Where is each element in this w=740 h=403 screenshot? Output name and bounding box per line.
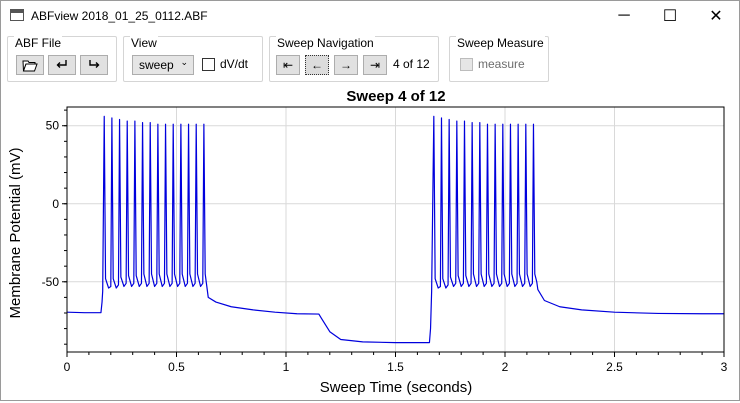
series-line xyxy=(66,115,724,344)
last-sweep-button[interactable]: ⇥ xyxy=(363,55,387,75)
x-tick-label: 1 xyxy=(283,360,290,374)
y-tick-label: 50 xyxy=(46,119,60,133)
sweep-navigation-group-label: Sweep Navigation xyxy=(276,36,375,50)
view-group: View sweep ⌄ dV/dt xyxy=(123,36,263,82)
tick-layer: 0 0.5 1 1.5 2 2.5 3 50 0 -50 xyxy=(42,109,728,374)
sweep-measure-group-label: Sweep Measure xyxy=(456,36,545,50)
x-tick-label: 1.5 xyxy=(387,360,404,374)
dvdt-label[interactable]: dV/dt xyxy=(220,57,249,71)
app-window-icon xyxy=(10,9,24,21)
y-tick-label: -50 xyxy=(42,275,60,289)
x-tick-label: 3 xyxy=(721,360,728,374)
x-tick-label: 2.5 xyxy=(606,360,623,374)
chevron-down-icon: ⌄ xyxy=(180,57,188,67)
window-title: ABFview 2018_01_25_0112.ABF xyxy=(31,9,208,23)
open-file-button[interactable] xyxy=(16,55,44,75)
view-mode-value: sweep xyxy=(139,58,174,72)
return-arrow-icon xyxy=(56,60,67,68)
x-tick-label: 0.5 xyxy=(168,360,185,374)
abf-file-group: ABF File xyxy=(7,36,117,82)
x-axis-label: Sweep Time (seconds) xyxy=(320,379,473,396)
plot-area[interactable]: Sweep 4 of 12 0 0.5 1 1.5 2 2.5 3 50 0 -50 Sweep … xyxy=(1,83,739,400)
chart-title: Sweep 4 of 12 xyxy=(346,88,445,105)
dvdt-checkbox[interactable] xyxy=(202,58,215,71)
measure-checkbox[interactable] xyxy=(460,58,473,71)
next-sweep-icon: → xyxy=(340,58,352,72)
maximize-button[interactable]: ☐ xyxy=(662,8,678,25)
previous-file-button[interactable] xyxy=(48,55,76,75)
next-sweep-button[interactable]: → xyxy=(334,55,358,75)
sweep-chart[interactable]: Sweep 4 of 12 0 0.5 1 1.5 2 2.5 3 50 0 -50 Sweep … xyxy=(1,83,739,400)
last-sweep-icon: ⇥ xyxy=(369,58,381,72)
previous-sweep-button[interactable]: ← xyxy=(305,55,329,75)
first-sweep-icon: ⇤ xyxy=(282,58,294,72)
sweep-measure-group: Sweep Measure measure xyxy=(449,36,549,82)
abf-file-group-label: ABF File xyxy=(14,36,63,50)
close-button[interactable]: ✕ xyxy=(709,8,723,25)
y-tick-label: 0 xyxy=(52,197,59,211)
view-mode-dropdown[interactable]: sweep ⌄ xyxy=(132,55,194,75)
x-tick-label: 0 xyxy=(64,360,71,374)
next-file-button[interactable] xyxy=(80,55,108,75)
trace-layer xyxy=(66,115,724,344)
forward-arrow-icon xyxy=(89,60,100,68)
previous-sweep-icon: ← xyxy=(311,58,323,72)
x-tick-label: 2 xyxy=(502,360,509,374)
view-group-label: View xyxy=(130,36,158,50)
folder-open-icon xyxy=(22,60,38,71)
sweep-counter: 4 of 12 xyxy=(393,57,430,71)
minimize-button[interactable]: ─ xyxy=(618,7,630,24)
sweep-navigation-group: Sweep Navigation ⇤ ← → ⇥ 4 of 12 xyxy=(269,36,439,82)
measure-label[interactable]: measure xyxy=(478,57,525,71)
title-bar[interactable]: ABFview 2018_01_25_0112.ABF ─ ☐ ✕ xyxy=(1,1,739,31)
first-sweep-button[interactable]: ⇤ xyxy=(276,55,300,75)
y-axis-label: Membrane Potential (mV) xyxy=(7,148,24,319)
